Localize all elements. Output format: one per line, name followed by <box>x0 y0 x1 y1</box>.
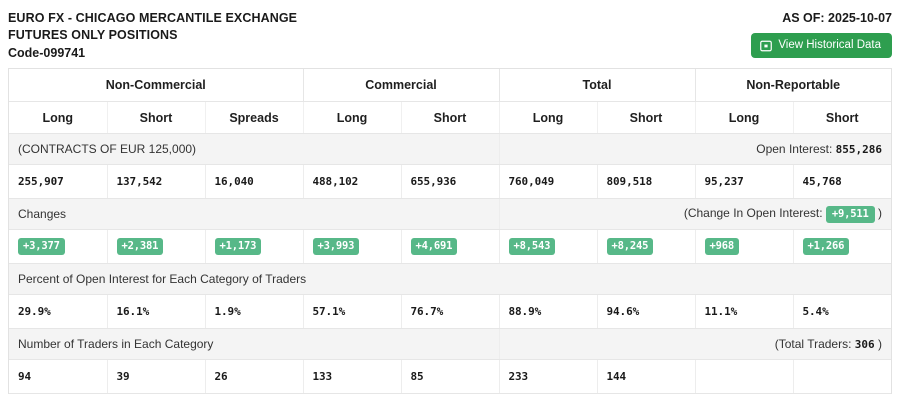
sub-header-nonrep-short: Short <box>793 101 891 134</box>
cell-pct-noncomm-short: 16.1% <box>107 294 206 329</box>
report-title-block: EURO FX - CHICAGO MERCANTILE EXCHANGE FU… <box>8 10 892 62</box>
cell-pct-nonrep-long: 11.1% <box>695 294 794 329</box>
cell-traders-nonrep-long <box>695 359 794 394</box>
band-label-changes: Changes <box>9 198 500 230</box>
cell-traders-total-long: 233 <box>499 359 598 394</box>
total-traders-value: 306 <box>854 338 875 351</box>
cell-change-total-long: +8,543 <box>499 229 598 264</box>
report-header: EURO FX - CHICAGO MERCANTILE EXCHANGE FU… <box>0 0 900 68</box>
report-code: Code-099741 <box>8 46 86 60</box>
report-title-line-2: FUTURES ONLY POSITIONS <box>8 28 178 42</box>
cell-change-comm-short: +4,691 <box>401 229 500 264</box>
cell-comm-long: 488,102 <box>303 164 402 199</box>
group-header-total: Total <box>499 69 696 102</box>
cell-pct-total-short: 94.6% <box>597 294 696 329</box>
band-open-interest: Open Interest: 855,286 <box>499 133 891 165</box>
total-traders-label: (Total Traders: <box>774 337 852 351</box>
change-open-interest-suffix: ) <box>878 205 882 220</box>
change-badge: +1,266 <box>802 238 850 255</box>
sub-header-noncomm-spreads: Spreads <box>205 101 304 134</box>
band-row-contracts: (CONTRACTS OF EUR 125,000) Open Interest… <box>9 133 891 165</box>
cell-traders-nonrep-short <box>793 359 891 394</box>
sub-header-noncomm-short: Short <box>107 101 206 134</box>
sub-header-row: Long Short Spreads Long Short Long Short… <box>9 101 891 134</box>
band-change-open-interest: (Change In Open Interest: +9,511 ) <box>499 198 891 230</box>
cot-table-wrapper: Non-Commercial Commercial Total Non-Repo… <box>8 68 892 394</box>
band-row-traders: Number of Traders in Each Category (Tota… <box>9 328 891 360</box>
cell-pct-noncomm-long: 29.9% <box>9 294 108 329</box>
calendar-chart-icon <box>760 40 773 52</box>
data-row-contracts: 255,907 137,542 16,040 488,102 655,936 7… <box>9 164 891 199</box>
cot-table: Non-Commercial Commercial Total Non-Repo… <box>9 69 891 394</box>
cell-nonrep-long: 95,237 <box>695 164 794 199</box>
sub-header-nonrep-long: Long <box>695 101 794 134</box>
cell-change-total-short: +8,245 <box>597 229 696 264</box>
cell-traders-comm-long: 133 <box>303 359 402 394</box>
cell-noncomm-spreads: 16,040 <box>205 164 304 199</box>
report-title-line-1: EURO FX - CHICAGO MERCANTILE EXCHANGE <box>8 11 298 25</box>
sub-header-noncomm-long: Long <box>9 101 108 134</box>
band-label-traders: Number of Traders in Each Category <box>9 328 500 360</box>
data-row-changes: +3,377 +2,381 +1,173 +3,993 +4,691 +8,54… <box>9 229 891 264</box>
header-right-block: AS OF: 2025-10-07 View Historical Data <box>751 10 892 58</box>
cell-comm-short: 655,936 <box>401 164 500 199</box>
cell-traders-comm-short: 85 <box>401 359 500 394</box>
cell-pct-comm-short: 76.7% <box>401 294 500 329</box>
open-interest-label: Open Interest: <box>756 142 833 156</box>
change-badge: +1,173 <box>214 238 262 255</box>
cell-total-short: 809,518 <box>597 164 696 199</box>
cell-traders-noncomm-spreads: 26 <box>205 359 304 394</box>
cell-noncomm-long: 255,907 <box>9 164 108 199</box>
change-open-interest-badge: +9,511 <box>825 205 875 223</box>
cell-pct-total-long: 88.9% <box>499 294 598 329</box>
cell-change-noncomm-short: +2,381 <box>107 229 206 264</box>
group-header-non-commercial: Non-Commercial <box>9 69 304 102</box>
cell-noncomm-short: 137,542 <box>107 164 206 199</box>
cell-nonrep-short: 45,768 <box>793 164 891 199</box>
group-header-non-reportable: Non-Reportable <box>695 69 891 102</box>
change-badge: +2,381 <box>116 238 164 255</box>
change-badge: +8,245 <box>606 238 654 255</box>
band-label-contracts: (CONTRACTS OF EUR 125,000) <box>9 133 500 165</box>
change-badge: +8,543 <box>508 238 556 255</box>
sub-header-comm-long: Long <box>303 101 402 134</box>
band-label-percent: Percent of Open Interest for Each Catego… <box>9 263 891 295</box>
view-historical-data-label: View Historical Data <box>778 39 881 51</box>
group-header-commercial: Commercial <box>303 69 500 102</box>
change-badge: +968 <box>704 238 739 255</box>
cell-change-noncomm-spreads: +1,173 <box>205 229 304 264</box>
change-badge: +3,993 <box>312 238 360 255</box>
cell-pct-comm-long: 57.1% <box>303 294 402 329</box>
cell-traders-total-short: 144 <box>597 359 696 394</box>
cell-pct-nonrep-short: 5.4% <box>793 294 891 329</box>
cell-traders-noncomm-short: 39 <box>107 359 206 394</box>
data-row-traders: 94 39 26 133 85 233 144 <box>9 359 891 394</box>
cell-total-long: 760,049 <box>499 164 598 199</box>
cell-traders-noncomm-long: 94 <box>9 359 108 394</box>
change-open-interest-label: (Change In Open Interest: <box>683 205 823 220</box>
cell-change-nonrep-short: +1,266 <box>793 229 891 264</box>
band-row-percent: Percent of Open Interest for Each Catego… <box>9 263 891 295</box>
view-historical-data-button[interactable]: View Historical Data <box>751 33 892 58</box>
cell-change-comm-long: +3,993 <box>303 229 402 264</box>
cell-change-nonrep-long: +968 <box>695 229 794 264</box>
band-total-traders: (Total Traders: 306 ) <box>499 328 891 360</box>
sub-header-total-long: Long <box>499 101 598 134</box>
sub-header-comm-short: Short <box>401 101 500 134</box>
change-badge: +3,377 <box>18 238 65 255</box>
sub-header-total-short: Short <box>597 101 696 134</box>
data-row-percent: 29.9% 16.1% 1.9% 57.1% 76.7% 88.9% 94.6%… <box>9 294 891 329</box>
cell-pct-noncomm-spreads: 1.9% <box>205 294 304 329</box>
as-of-date: AS OF: 2025-10-07 <box>782 11 892 25</box>
total-traders-suffix: ) <box>878 337 882 351</box>
band-row-changes: Changes (Change In Open Interest: +9,511… <box>9 198 891 230</box>
group-header-row: Non-Commercial Commercial Total Non-Repo… <box>9 69 891 102</box>
cell-change-noncomm-long: +3,377 <box>9 229 108 264</box>
change-badge: +4,691 <box>410 238 458 255</box>
open-interest-value: 855,286 <box>835 143 882 156</box>
